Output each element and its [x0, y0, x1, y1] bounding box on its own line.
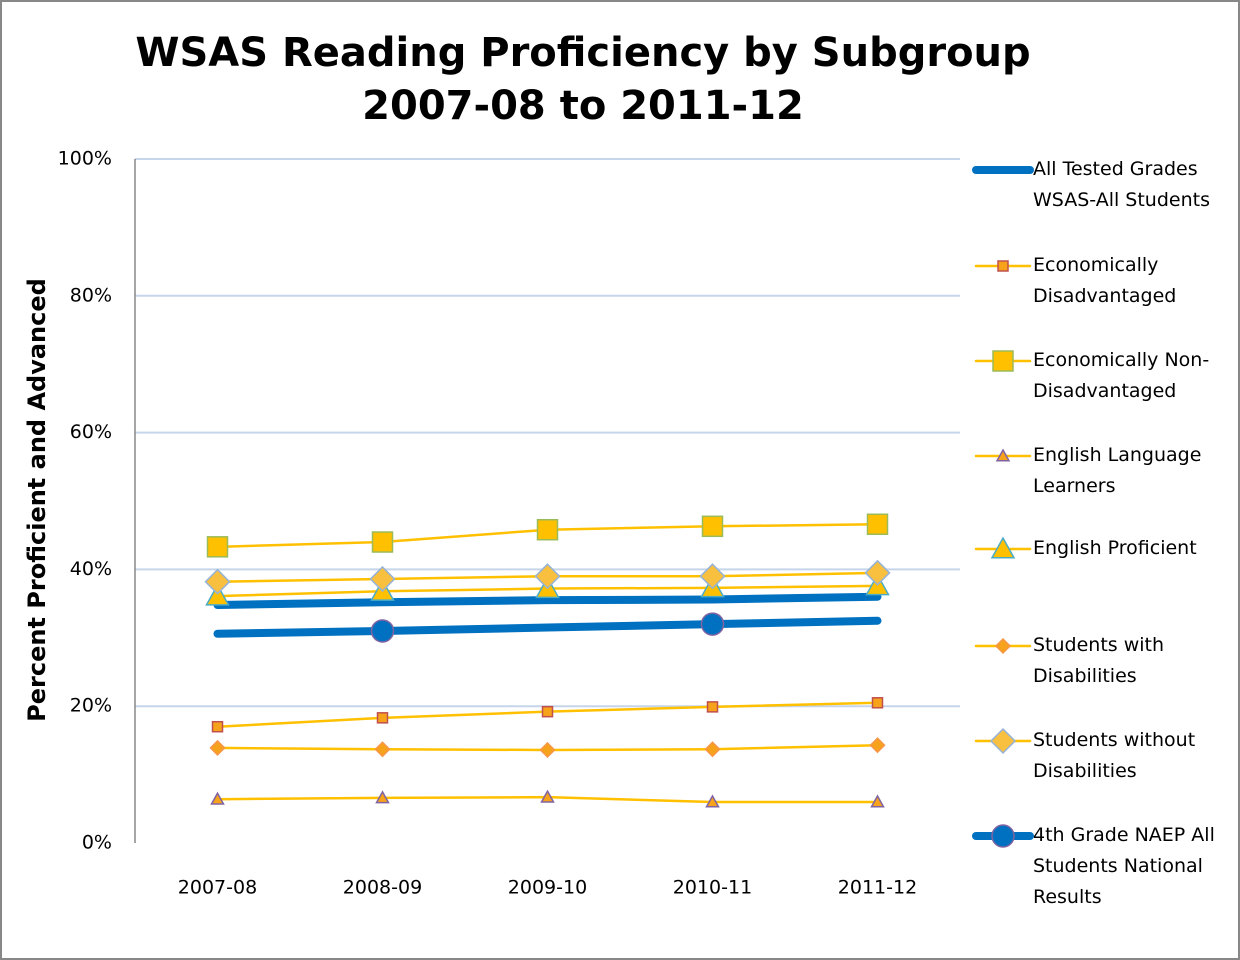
- y-tick-label: 20%: [70, 695, 112, 717]
- y-tick-label: 80%: [70, 284, 112, 306]
- data-point: [705, 794, 720, 808]
- data-point: [204, 568, 231, 595]
- data-point: [540, 789, 555, 803]
- legend-label: Economically Non-Disadvantaged: [1033, 349, 1210, 402]
- data-point: [209, 739, 226, 756]
- legend-marker: [989, 727, 1017, 755]
- data-point: [704, 741, 721, 758]
- x-tick-label: 2009-10: [508, 877, 587, 899]
- legend-marker: [997, 260, 1009, 272]
- data-point: [541, 705, 554, 718]
- data-point: [370, 619, 395, 643]
- y-tick-label: 0%: [82, 832, 112, 854]
- data-point: [369, 565, 396, 593]
- legend-marker: [994, 637, 1012, 655]
- x-tick-label: 2011-12: [838, 877, 917, 899]
- y-tick-label: 40%: [70, 558, 112, 580]
- data-point: [536, 518, 559, 541]
- data-point: [206, 536, 229, 558]
- data-point: [869, 737, 886, 754]
- data-point: [701, 515, 724, 538]
- legend-marker: [990, 536, 1016, 559]
- legend-label: Students without Disabilities: [1033, 729, 1196, 782]
- data-point: [870, 794, 885, 808]
- data-point: [205, 583, 230, 606]
- legend-label: English Proficient: [1033, 537, 1197, 559]
- series-line: [213, 592, 882, 609]
- y-tick-label: 60%: [70, 421, 112, 443]
- y-axis-label: Percent Proficient and Advanced: [23, 278, 51, 722]
- series-line: [213, 616, 882, 638]
- chart-title: WSAS Reading Proficiency by Subgroup: [135, 30, 1030, 76]
- x-tick-label: 2010-11: [673, 877, 752, 899]
- data-point: [871, 697, 884, 709]
- data-point: [374, 741, 391, 758]
- legend-label: Economically Disadvantaged: [1033, 254, 1177, 307]
- legend-marker: [991, 824, 1015, 848]
- data-point: [700, 612, 725, 636]
- data-point: [866, 513, 889, 536]
- data-point: [211, 720, 224, 733]
- data-point: [371, 531, 394, 553]
- legend-label: Students with Disabilities: [1033, 634, 1165, 687]
- data-point: [699, 563, 726, 590]
- x-tick-label: 2008-09: [343, 877, 422, 899]
- legend-label: All Tested Grades WSAS-All Students: [1033, 158, 1210, 211]
- x-tick-label: 2007-08: [178, 877, 257, 899]
- data-point: [210, 791, 225, 805]
- chart-subtitle: 2007-08 to 2011-12: [362, 83, 804, 129]
- data-point: [706, 701, 719, 713]
- legend-marker: [992, 350, 1014, 372]
- data-point: [539, 741, 556, 759]
- legend-marker: [995, 448, 1011, 462]
- data-point: [376, 712, 389, 724]
- data-point: [534, 563, 561, 590]
- data-point: [375, 790, 390, 804]
- y-tick-label: 100%: [58, 148, 112, 170]
- legend-label: English Language Learners: [1033, 444, 1202, 497]
- data-point: [864, 559, 891, 586]
- legend-label: 4th Grade NAEP All Students National Res…: [1033, 824, 1215, 908]
